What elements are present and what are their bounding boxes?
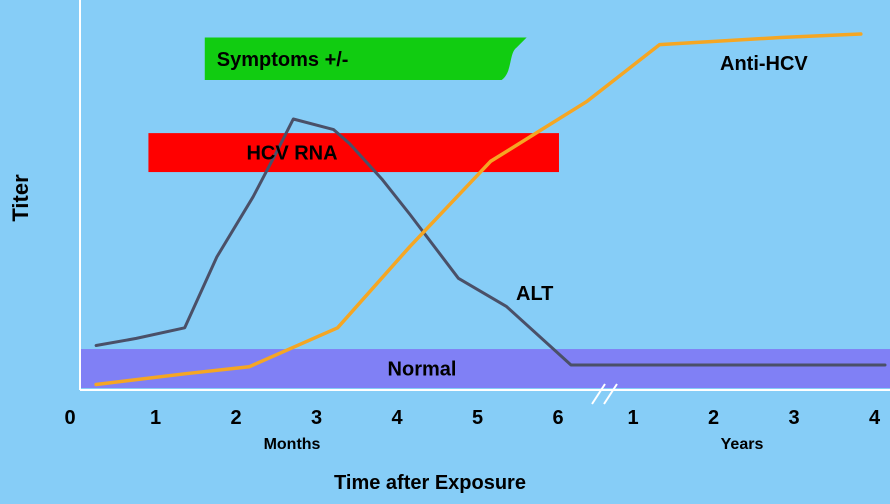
y-axis-title: Titer bbox=[8, 174, 33, 222]
x-tick-label: 0 bbox=[64, 407, 75, 429]
hcv-rna-band-label: HCV RNA bbox=[246, 143, 337, 165]
annotation-anti-hcv: Anti-HCV bbox=[720, 53, 808, 75]
hcv-rna-band bbox=[148, 133, 559, 173]
text-layer: Symptoms +/- HCV RNA Normal ALT Anti-HCV 0 1 2 3… bbox=[8, 49, 881, 494]
lines-layer bbox=[94, 32, 887, 387]
x-tick-label: 3 bbox=[788, 407, 799, 429]
x-tick-label: 4 bbox=[869, 407, 881, 429]
axis-break-mark bbox=[603, 383, 618, 405]
x-tick-label: 3 bbox=[311, 407, 322, 429]
x-axis-title: Time after Exposure bbox=[334, 472, 526, 494]
x-unit-years: Years bbox=[721, 436, 764, 453]
annotation-alt: ALT bbox=[516, 283, 553, 305]
x-tick-label: 2 bbox=[230, 407, 241, 429]
series-line-anti-hcv bbox=[94, 32, 863, 387]
axis-layer bbox=[79, 0, 890, 405]
x-tick-label: 1 bbox=[150, 407, 161, 429]
bands-layer bbox=[80, 37, 890, 388]
normal-band-label: Normal bbox=[388, 359, 457, 381]
x-tick-label: 2 bbox=[708, 407, 719, 429]
normal-band bbox=[80, 349, 890, 388]
axis-break-mark bbox=[591, 383, 606, 405]
x-tick-label: 5 bbox=[472, 407, 483, 429]
x-tick-label: 6 bbox=[552, 407, 563, 429]
x-unit-months: Months bbox=[264, 436, 321, 453]
x-tick-label: 4 bbox=[391, 407, 403, 429]
symptoms-band-label: Symptoms +/- bbox=[217, 49, 349, 71]
series-line-alt bbox=[94, 117, 887, 367]
x-tick-label: 1 bbox=[627, 407, 638, 429]
symptoms-band bbox=[204, 37, 527, 81]
